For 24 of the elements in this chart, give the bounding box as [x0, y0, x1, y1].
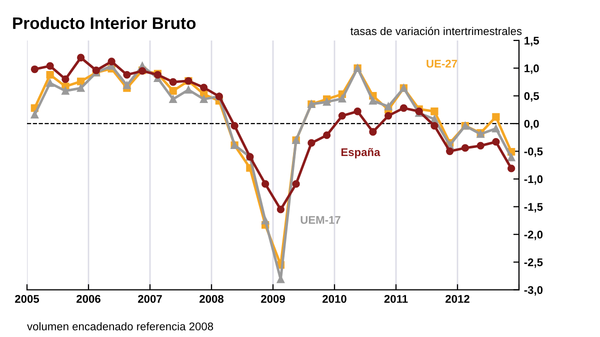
- text: UE-27: [426, 60, 458, 68]
- series-label: España: [341, 148, 380, 158]
- chart-title: Producto Interior Bruto: [13, 16, 196, 30]
- y-tick-label: -1,5: [524, 203, 543, 212]
- y-tick-label: 0,5: [524, 92, 539, 102]
- y-tick-label: -2,5: [524, 258, 543, 268]
- y-tick-label: 0,0: [524, 120, 539, 130]
- x-tick-label: 2012: [446, 294, 470, 303]
- x-tick-label: 2005: [15, 294, 40, 303]
- y-tick-label: 1,5: [524, 36, 539, 46]
- y-tick-label: -1,0: [524, 175, 543, 185]
- x-tick-label: 2010: [322, 294, 346, 303]
- y-tick-label: -2,0: [524, 230, 543, 240]
- text: volumen encadenado referencia 2008: [27, 322, 214, 330]
- chart-subtitle: tasas de variación intertrimestrales: [350, 26, 522, 36]
- y-tick-label: -0,5: [524, 148, 543, 158]
- series-label: UEM-17: [300, 216, 340, 224]
- y-tick-label: -3,0: [524, 286, 543, 296]
- x-tick-label: 2011: [384, 294, 408, 303]
- x-tick-label: 2009: [261, 294, 285, 303]
- x-tick-label: 2007: [138, 294, 162, 303]
- x-tick-label: 2008: [200, 294, 224, 303]
- x-tick-label: 2006: [76, 294, 100, 303]
- y-tick-label: 1,0: [524, 64, 539, 74]
